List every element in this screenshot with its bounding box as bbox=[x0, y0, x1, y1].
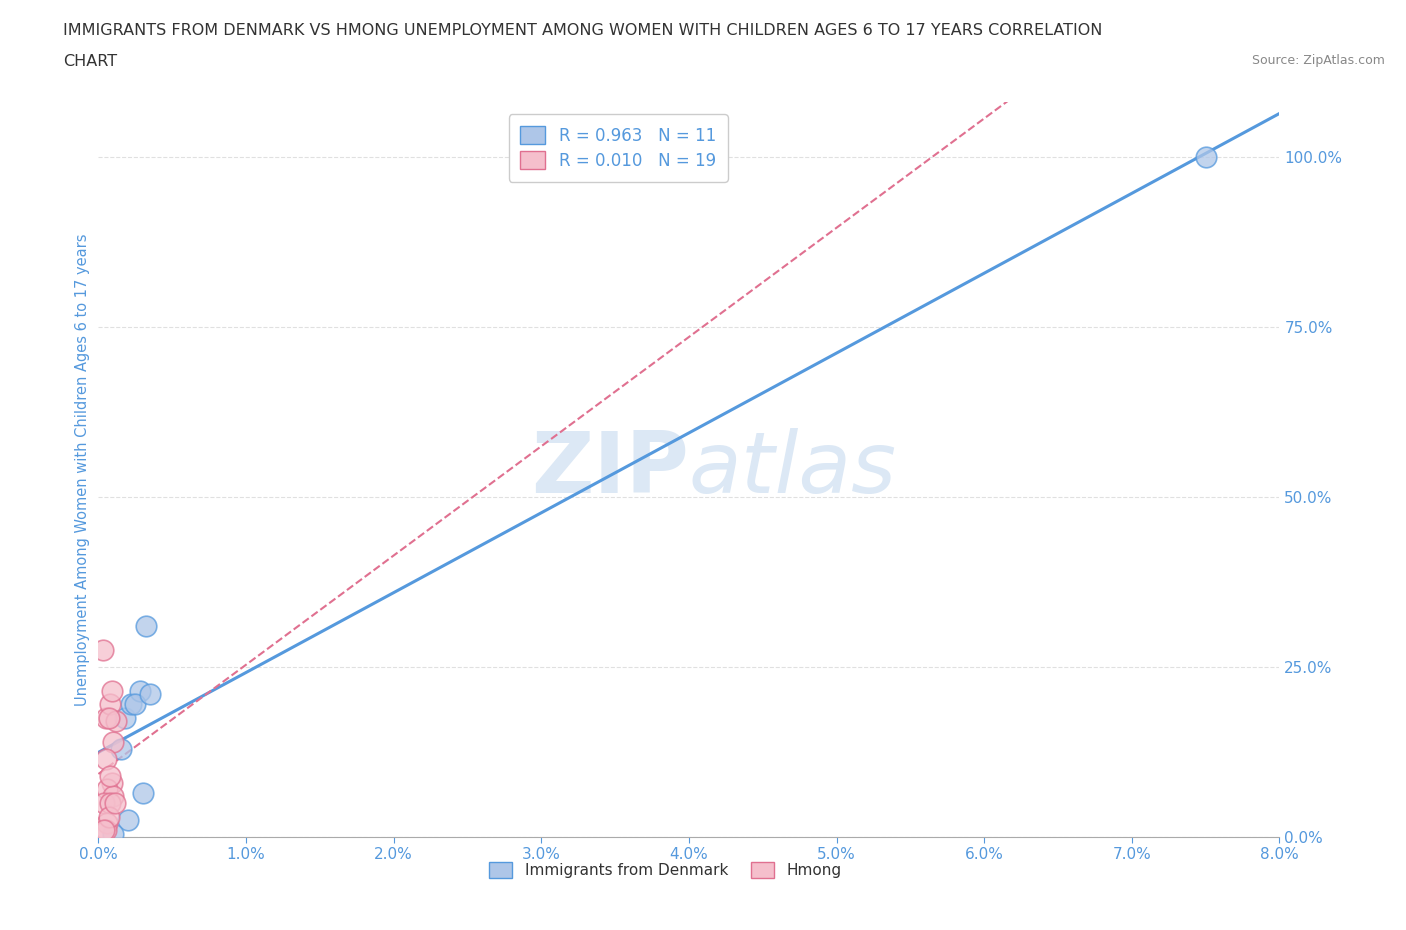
Point bbox=[100, 775, 122, 790]
Point bbox=[120, 697, 142, 711]
Point bbox=[93, 823, 115, 838]
Point bbox=[135, 618, 157, 633]
Point bbox=[139, 686, 162, 701]
Point bbox=[103, 826, 125, 841]
Point bbox=[94, 751, 117, 766]
Y-axis label: Unemployment Among Women with Children Ages 6 to 17 years: Unemployment Among Women with Children A… bbox=[75, 233, 90, 706]
Point bbox=[124, 697, 146, 711]
Text: Source: ZipAtlas.com: Source: ZipAtlas.com bbox=[1251, 54, 1385, 67]
Point bbox=[97, 809, 120, 824]
Point bbox=[98, 768, 121, 783]
Point bbox=[103, 789, 125, 804]
Point bbox=[96, 816, 118, 830]
Point bbox=[98, 697, 121, 711]
Point bbox=[96, 782, 118, 797]
Point bbox=[110, 741, 132, 756]
Point bbox=[97, 711, 120, 725]
Point bbox=[103, 735, 125, 750]
Point bbox=[93, 795, 115, 810]
Text: CHART: CHART bbox=[63, 54, 117, 69]
Point bbox=[94, 711, 117, 725]
Point bbox=[91, 643, 114, 658]
Point bbox=[128, 684, 150, 698]
Point bbox=[98, 795, 121, 810]
Point bbox=[117, 813, 139, 828]
Text: IMMIGRANTS FROM DENMARK VS HMONG UNEMPLOYMENT AMONG WOMEN WITH CHILDREN AGES 6 T: IMMIGRANTS FROM DENMARK VS HMONG UNEMPLO… bbox=[63, 23, 1102, 38]
Text: atlas: atlas bbox=[689, 428, 897, 512]
Text: ZIP: ZIP bbox=[531, 428, 689, 512]
Legend: Immigrants from Denmark, Hmong: Immigrants from Denmark, Hmong bbox=[484, 856, 848, 884]
Point bbox=[132, 785, 155, 800]
Point bbox=[1195, 150, 1218, 165]
Point bbox=[100, 684, 122, 698]
Point bbox=[105, 714, 128, 729]
Point bbox=[114, 711, 136, 725]
Point bbox=[104, 795, 127, 810]
Point bbox=[94, 823, 117, 838]
